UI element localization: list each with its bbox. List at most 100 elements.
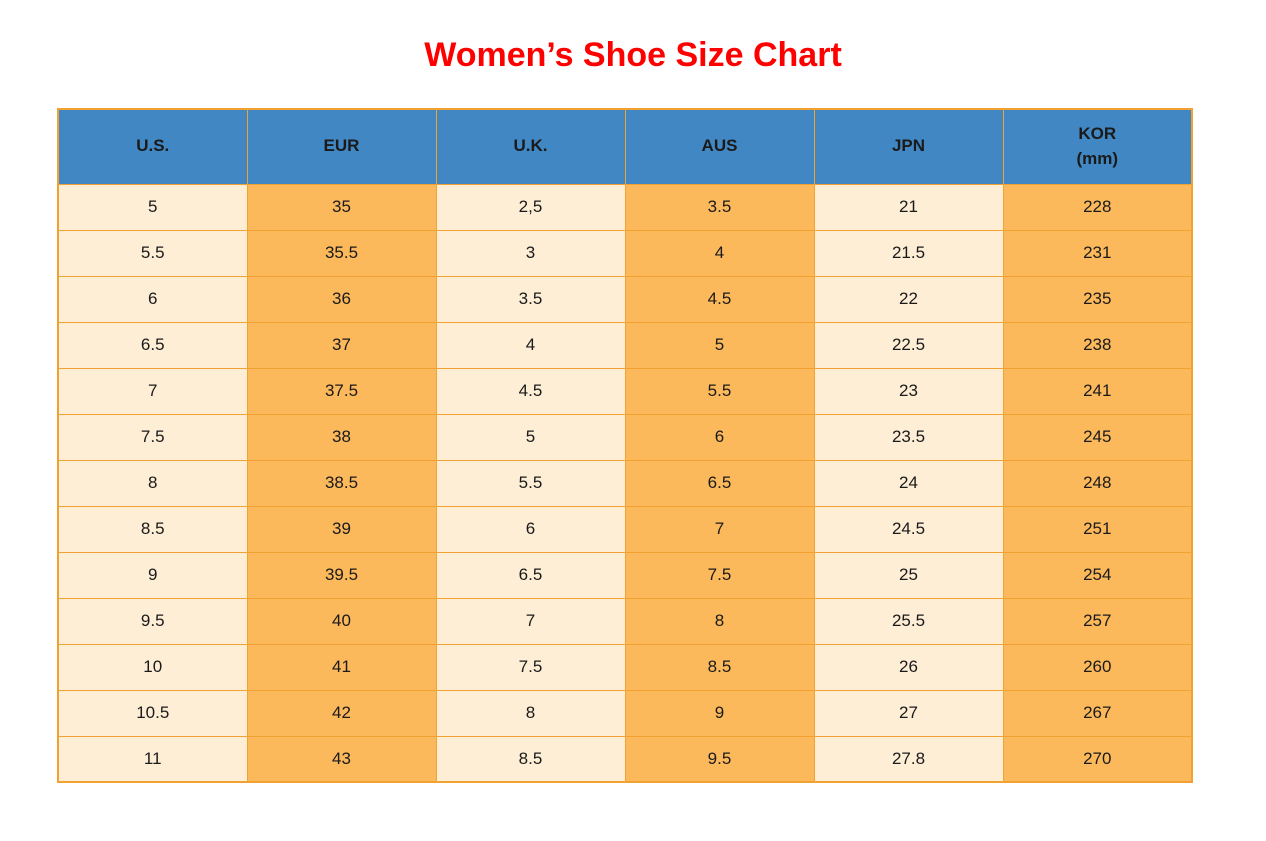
cell-aus: 4.5 — [624, 275, 815, 323]
cell-aus: 5.5 — [624, 367, 815, 415]
cell-aus: 3.5 — [624, 183, 815, 231]
cell-u-s: 5.5 — [57, 229, 248, 277]
cell-kor: 267 — [1002, 689, 1193, 737]
cell-kor: 270 — [1002, 735, 1193, 783]
cell-eur: 37.5 — [246, 367, 437, 415]
cell-aus: 9.5 — [624, 735, 815, 783]
column-header-u-k: U.K. — [435, 108, 626, 185]
cell-u-s: 10 — [57, 643, 248, 691]
header-row: U.S. EUR U.K. AUS JPN KOR (mm) — [57, 108, 1193, 185]
cell-u-k: 7.5 — [435, 643, 626, 691]
cell-eur: 39.5 — [246, 551, 437, 599]
cell-u-k: 8 — [435, 689, 626, 737]
cell-u-k: 4 — [435, 321, 626, 369]
cell-kor: 235 — [1002, 275, 1193, 323]
column-header-eur: EUR — [246, 108, 437, 185]
cell-kor: 254 — [1002, 551, 1193, 599]
cell-u-s: 6.5 — [57, 321, 248, 369]
table-row: 6 36 3.5 4.5 22 235 — [57, 275, 1193, 323]
table-header: U.S. EUR U.K. AUS JPN KOR (mm) — [57, 108, 1193, 185]
cell-jpn: 24 — [813, 459, 1004, 507]
table-row: 9 39.5 6.5 7.5 25 254 — [57, 551, 1193, 599]
cell-kor: 228 — [1002, 183, 1193, 231]
cell-jpn: 21 — [813, 183, 1004, 231]
cell-eur: 40 — [246, 597, 437, 645]
cell-aus: 5 — [624, 321, 815, 369]
column-header-jpn: JPN — [813, 108, 1004, 185]
cell-jpn: 22.5 — [813, 321, 1004, 369]
cell-jpn: 25.5 — [813, 597, 1004, 645]
table-row: 11 43 8.5 9.5 27.8 270 — [57, 735, 1193, 783]
cell-u-k: 4.5 — [435, 367, 626, 415]
table-row: 9.5 40 7 8 25.5 257 — [57, 597, 1193, 645]
cell-u-k: 3 — [435, 229, 626, 277]
cell-u-k: 7 — [435, 597, 626, 645]
cell-jpn: 25 — [813, 551, 1004, 599]
cell-jpn: 27.8 — [813, 735, 1004, 783]
cell-jpn: 23.5 — [813, 413, 1004, 461]
cell-kor: 231 — [1002, 229, 1193, 277]
column-header-u-s: U.S. — [57, 108, 248, 185]
column-header-kor-mm: KOR (mm) — [1002, 108, 1193, 185]
cell-u-s: 11 — [57, 735, 248, 783]
cell-u-s: 9.5 — [57, 597, 248, 645]
cell-eur: 41 — [246, 643, 437, 691]
cell-u-s: 8.5 — [57, 505, 248, 553]
cell-aus: 8.5 — [624, 643, 815, 691]
cell-u-s: 7 — [57, 367, 248, 415]
cell-u-k: 5 — [435, 413, 626, 461]
table-row: 7.5 38 5 6 23.5 245 — [57, 413, 1193, 461]
cell-jpn: 26 — [813, 643, 1004, 691]
cell-eur: 42 — [246, 689, 437, 737]
cell-eur: 39 — [246, 505, 437, 553]
cell-eur: 35 — [246, 183, 437, 231]
page-title: Women’s Shoe Size Chart — [424, 36, 842, 74]
cell-u-k: 6.5 — [435, 551, 626, 599]
cell-u-s: 10.5 — [57, 689, 248, 737]
cell-aus: 9 — [624, 689, 815, 737]
cell-eur: 38 — [246, 413, 437, 461]
cell-jpn: 24.5 — [813, 505, 1004, 553]
cell-u-k: 8.5 — [435, 735, 626, 783]
cell-u-s: 7.5 — [57, 413, 248, 461]
cell-aus: 4 — [624, 229, 815, 277]
shoe-size-table: U.S. EUR U.K. AUS JPN KOR (mm) 5 35 2,5 3.5 21 228… — [57, 108, 1193, 783]
table-row: 10 41 7.5 8.5 26 260 — [57, 643, 1193, 691]
cell-u-s: 5 — [57, 183, 248, 231]
cell-aus: 6 — [624, 413, 815, 461]
cell-kor: 241 — [1002, 367, 1193, 415]
cell-aus: 6.5 — [624, 459, 815, 507]
cell-u-k: 5.5 — [435, 459, 626, 507]
cell-u-k: 6 — [435, 505, 626, 553]
cell-kor: 257 — [1002, 597, 1193, 645]
cell-jpn: 23 — [813, 367, 1004, 415]
cell-aus: 7 — [624, 505, 815, 553]
table-row: 5.5 35.5 3 4 21.5 231 — [57, 229, 1193, 277]
cell-aus: 7.5 — [624, 551, 815, 599]
cell-u-k: 3.5 — [435, 275, 626, 323]
cell-u-s: 9 — [57, 551, 248, 599]
cell-kor: 245 — [1002, 413, 1193, 461]
cell-eur: 37 — [246, 321, 437, 369]
cell-eur: 35.5 — [246, 229, 437, 277]
cell-kor: 238 — [1002, 321, 1193, 369]
cell-kor: 251 — [1002, 505, 1193, 553]
table-row: 6.5 37 4 5 22.5 238 — [57, 321, 1193, 369]
column-header-aus: AUS — [624, 108, 815, 185]
table-row: 5 35 2,5 3.5 21 228 — [57, 183, 1193, 231]
cell-kor: 248 — [1002, 459, 1193, 507]
table-body: 5 35 2,5 3.5 21 228 5.5 35.5 3 4 21.5 231 6 36 3.5 4.5 2… — [57, 183, 1193, 783]
table-row: 8.5 39 6 7 24.5 251 — [57, 505, 1193, 553]
cell-eur: 36 — [246, 275, 437, 323]
cell-eur: 38.5 — [246, 459, 437, 507]
table-row: 7 37.5 4.5 5.5 23 241 — [57, 367, 1193, 415]
cell-aus: 8 — [624, 597, 815, 645]
cell-eur: 43 — [246, 735, 437, 783]
table-row: 10.5 42 8 9 27 267 — [57, 689, 1193, 737]
cell-kor: 260 — [1002, 643, 1193, 691]
cell-u-k: 2,5 — [435, 183, 626, 231]
cell-jpn: 22 — [813, 275, 1004, 323]
cell-jpn: 21.5 — [813, 229, 1004, 277]
table-row: 8 38.5 5.5 6.5 24 248 — [57, 459, 1193, 507]
